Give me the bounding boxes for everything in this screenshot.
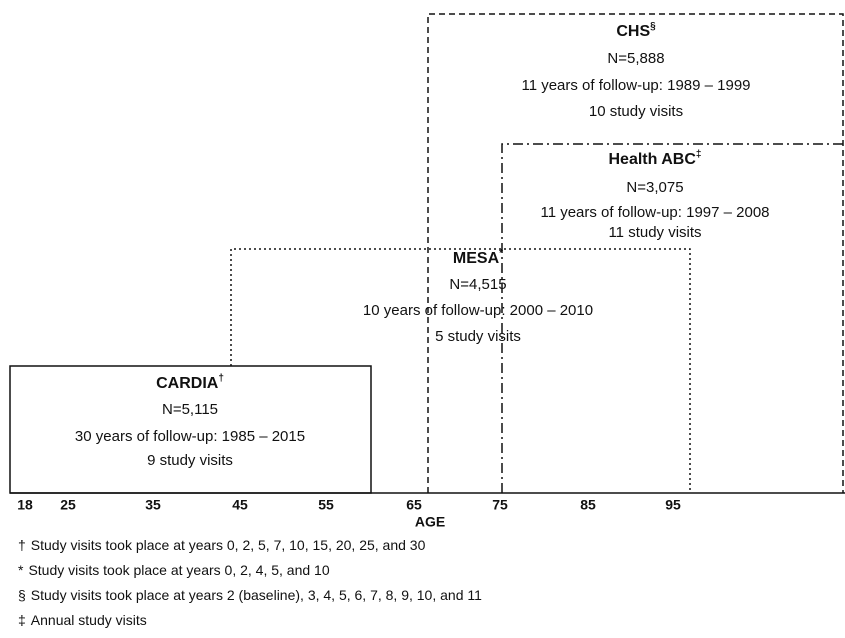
study-n: N=3,075 [626,179,683,196]
footnote-mark: * [18,562,24,578]
footnote-mark: † [18,537,26,553]
age-tick-label: 75 [492,497,508,513]
footnote: § Study visits took place at years 2 (bas… [18,587,482,603]
age-tick-label: 35 [145,497,161,513]
footnote: † Study visits took place at years 0, 2, … [18,537,426,553]
age-tick-label: 85 [580,497,596,513]
study-name: MESA [453,250,500,267]
footnote-text: Study visits took place at years 0, 2, 5… [31,537,426,553]
study-name: CARDIA [156,375,219,392]
footnote-mark: § [18,587,26,603]
study-name: Health ABC [609,151,697,168]
study-followup: 11 years of follow-up: 1989 – 1999 [521,77,750,94]
study-title: CARDIA† [156,373,224,393]
axis-label: AGE [415,514,445,530]
footnote-text: Annual study visits [31,612,147,628]
study-mark: * [499,248,503,259]
study-followup: 10 years of follow-up: 2000 – 2010 [363,302,593,319]
age-tick-label: 25 [60,497,76,513]
study-followup: 30 years of follow-up: 1985 – 2015 [75,428,305,445]
age-tick-label: 95 [665,497,681,513]
study-title: CHS§ [616,21,656,41]
study-n: N=5,115 [162,401,218,418]
study-n: N=4,515 [449,276,506,293]
study-visits: 9 study visits [147,452,233,469]
study-followup: 11 years of follow-up: 1997 – 2008 [540,204,769,221]
study-mark: § [650,21,656,32]
age-tick-label: 55 [318,497,334,513]
age-tick-label: 18 [17,497,33,513]
study-title: MESA* [453,248,503,268]
study-visits: 11 study visits [608,224,701,241]
age-tick-label: 45 [232,497,248,513]
study-mark: ‡ [696,149,702,160]
study-mark: † [218,373,224,384]
health-abc-box [501,143,845,493]
age-tick-label: 65 [406,497,422,513]
study-name: CHS [616,23,650,40]
study-visits: 5 study visits [435,328,521,345]
mesa-box [230,248,691,493]
chs-box [427,13,844,493]
footnote-text: Study visits took place at years 2 (base… [31,587,482,603]
study-n: N=5,888 [607,50,664,67]
footnote-text: Study visits took place at years 0, 2, 4… [28,562,329,578]
footnote: ‡ Annual study visits [18,612,147,628]
study-visits: 10 study visits [589,103,683,120]
footnote: * Study visits took place at years 0, 2, … [18,562,330,578]
study-title: Health ABC‡ [609,149,702,169]
footnote-mark: ‡ [18,612,26,628]
